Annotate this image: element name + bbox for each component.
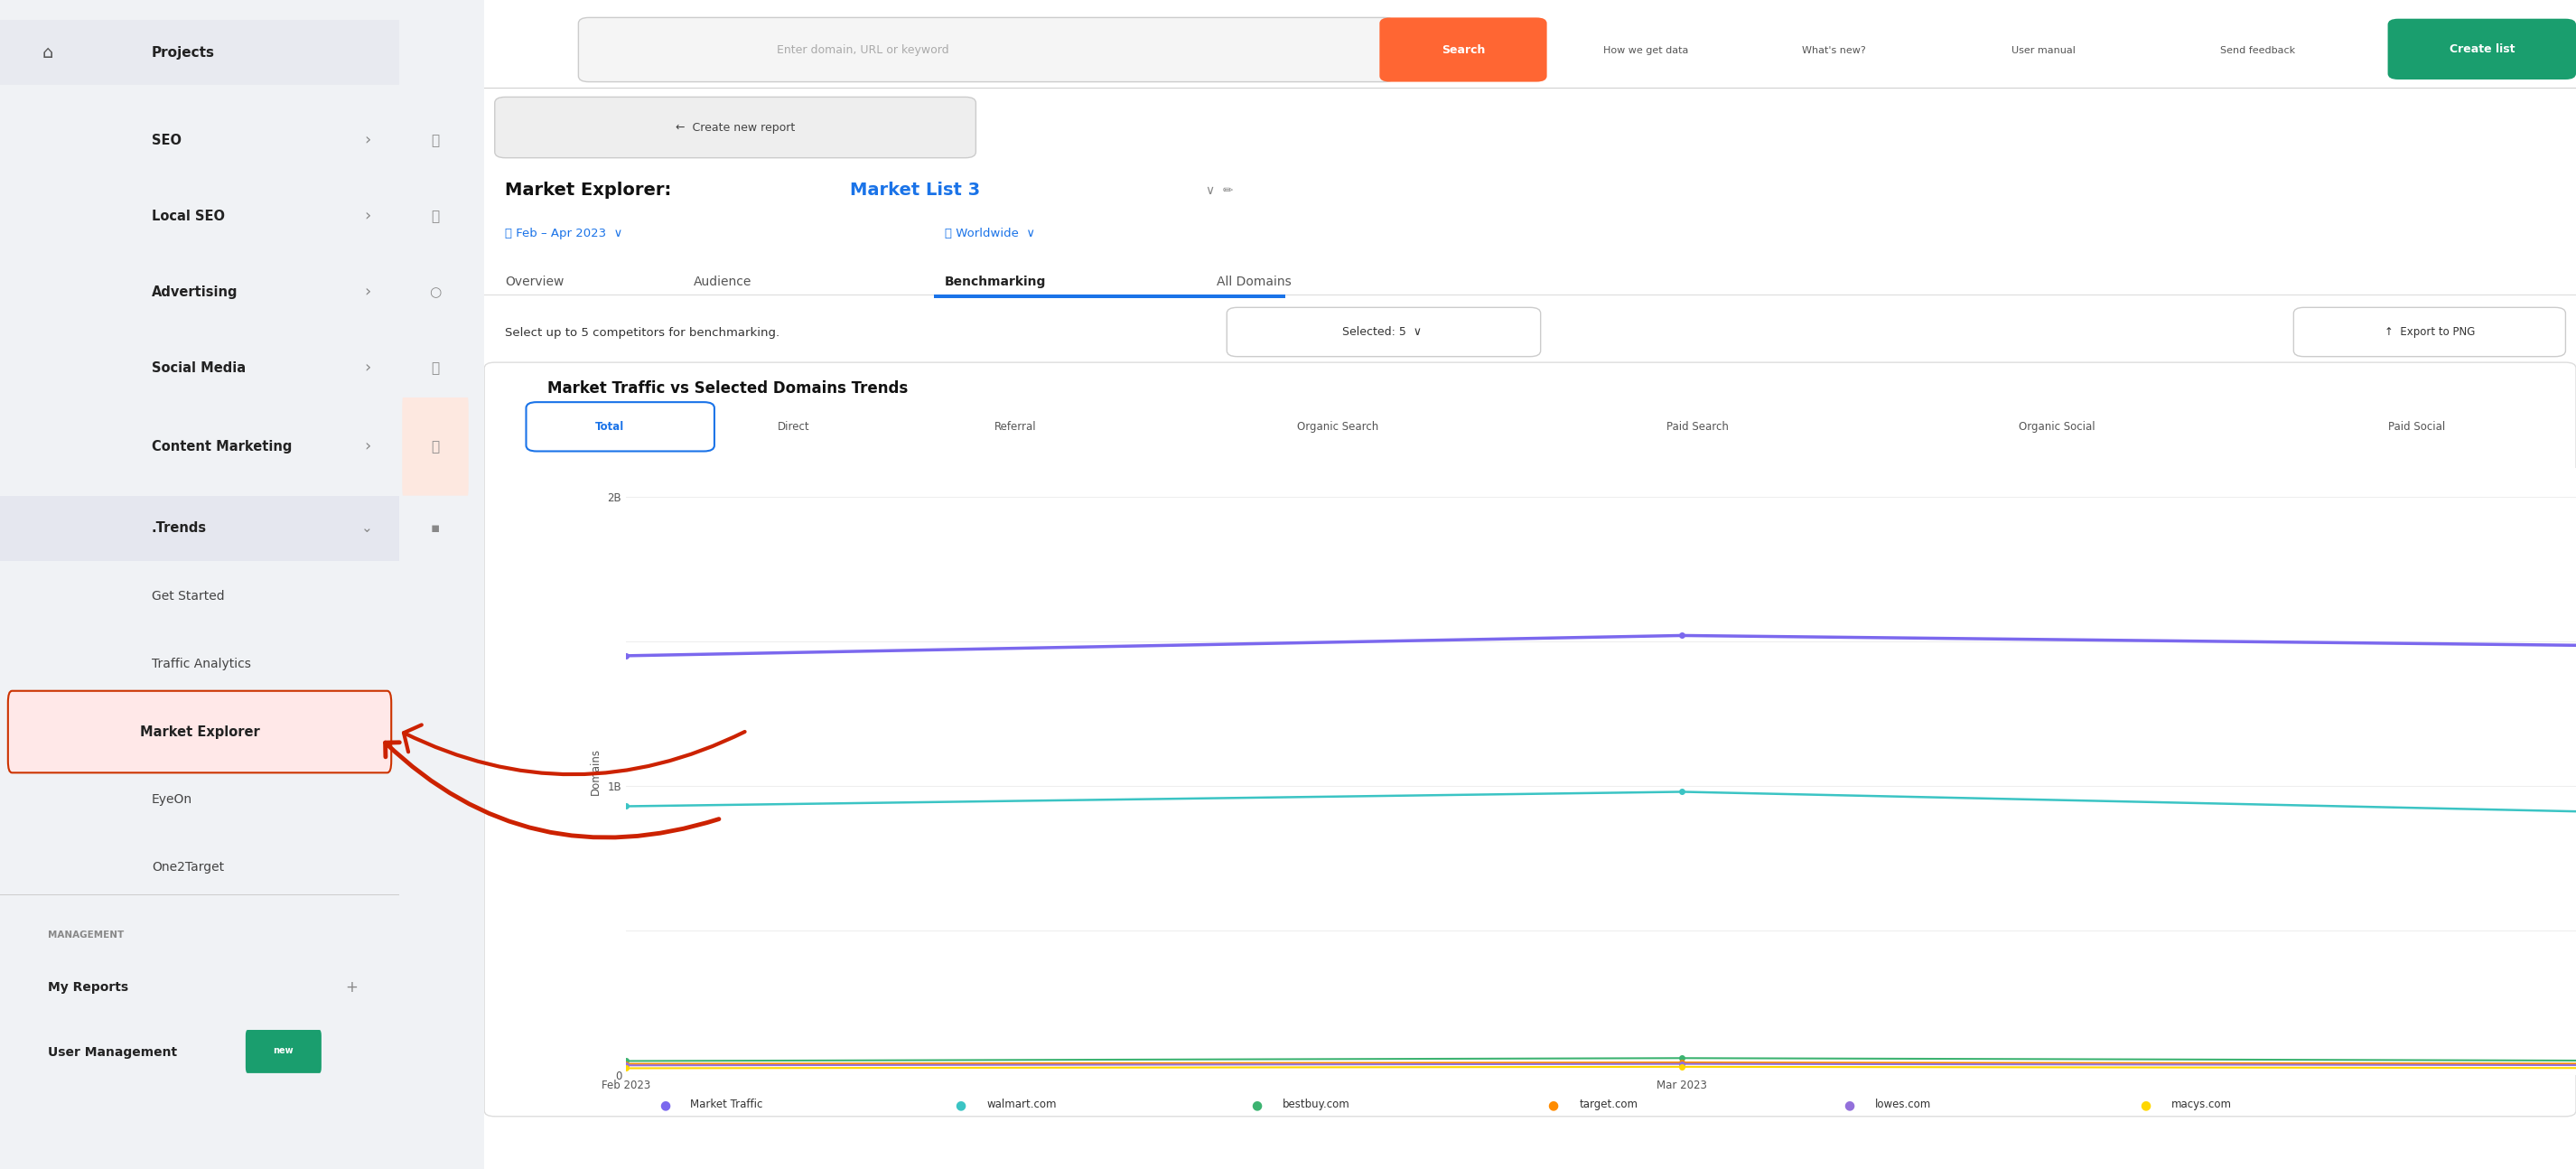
Text: Paid Social: Paid Social [2388,421,2445,433]
Text: 🔭: 🔭 [430,133,440,147]
Text: Organic Search: Organic Search [1296,421,1378,433]
Text: Search: Search [1443,44,1484,56]
FancyBboxPatch shape [1381,18,1546,82]
Text: Get Started: Get Started [152,590,224,602]
Text: macys.com: macys.com [2172,1099,2231,1111]
Text: Traffic Analytics: Traffic Analytics [152,658,250,670]
Text: ›: › [363,208,371,224]
Text: Market Traffic vs Selected Domains Trends: Market Traffic vs Selected Domains Trend… [546,380,907,396]
Text: Advertising: Advertising [152,285,237,299]
Text: Selected: 5  ∨: Selected: 5 ∨ [1342,326,1422,338]
Text: ›: › [363,360,371,376]
FancyBboxPatch shape [0,496,399,561]
Text: 📈: 📈 [430,440,440,454]
Text: ›: › [363,438,371,455]
Text: 📅 Feb – Apr 2023  ∨: 📅 Feb – Apr 2023 ∨ [505,228,623,240]
FancyBboxPatch shape [495,97,976,158]
Text: Market Explorer: Market Explorer [139,725,260,739]
Text: walmart.com: walmart.com [987,1099,1056,1111]
Text: ●: ● [2141,1099,2151,1111]
FancyBboxPatch shape [935,295,1285,298]
FancyBboxPatch shape [484,0,2576,88]
Text: My Reports: My Reports [49,982,129,994]
Text: Local SEO: Local SEO [152,209,224,223]
Text: Benchmarking: Benchmarking [945,276,1046,288]
Text: Projects: Projects [152,46,214,60]
Text: What's new?: What's new? [1803,46,1865,55]
Text: 📊: 📊 [430,209,440,223]
Text: SEO: SEO [152,133,180,147]
Text: ●: ● [1844,1099,1855,1111]
Text: Audience: Audience [693,276,752,288]
Text: One2Target: One2Target [152,862,224,873]
Text: Social Media: Social Media [152,361,245,375]
FancyBboxPatch shape [484,362,2576,1116]
Text: ○: ○ [430,285,440,299]
Text: ›: › [363,132,371,148]
Text: bestbuy.com: bestbuy.com [1283,1099,1350,1111]
Text: ⌄: ⌄ [361,521,374,535]
Text: 🌐 Worldwide  ∨: 🌐 Worldwide ∨ [945,228,1036,240]
Text: User manual: User manual [2012,46,2076,55]
Text: 🏆: 🏆 [430,361,440,375]
Text: Market Explorer:: Market Explorer: [505,182,672,199]
Text: Market Traffic: Market Traffic [690,1099,762,1111]
Text: ↑  Export to PNG: ↑ Export to PNG [2385,326,2476,338]
Text: Overview: Overview [505,276,564,288]
FancyBboxPatch shape [0,20,399,85]
Text: Referral: Referral [994,421,1036,433]
Text: ›: › [363,284,371,300]
FancyBboxPatch shape [8,691,392,773]
FancyBboxPatch shape [526,402,714,451]
Text: Organic Social: Organic Social [2020,421,2094,433]
Text: How we get data: How we get data [1602,46,1690,55]
Text: new: new [273,1046,294,1056]
Text: Send feedback: Send feedback [2221,46,2295,55]
Text: All Domains: All Domains [1216,276,1291,288]
Text: lowes.com: lowes.com [1875,1099,1932,1111]
Text: ▪: ▪ [430,521,440,535]
Text: User Management: User Management [49,1046,178,1058]
Text: Total: Total [595,421,623,433]
Text: Market List 3: Market List 3 [850,182,981,199]
Text: Direct: Direct [778,421,809,433]
Text: ●: ● [1252,1099,1262,1111]
Text: +: + [345,980,358,996]
Text: .Trends: .Trends [152,521,206,535]
Text: ←  Create new report: ← Create new report [675,122,796,133]
Text: Content Marketing: Content Marketing [152,440,291,454]
FancyBboxPatch shape [245,1030,322,1073]
FancyBboxPatch shape [402,397,469,496]
Text: target.com: target.com [1579,1099,1638,1111]
Text: Select up to 5 competitors for benchmarking.: Select up to 5 competitors for benchmark… [505,327,781,339]
Text: Create list: Create list [2450,43,2514,55]
Text: ∨  ✏: ∨ ✏ [1206,185,1234,196]
Text: ●: ● [659,1099,670,1111]
Text: MANAGEMENT: MANAGEMENT [49,931,124,940]
FancyBboxPatch shape [580,18,1394,82]
FancyBboxPatch shape [1226,307,1540,357]
FancyBboxPatch shape [2293,307,2566,357]
Y-axis label: Domains: Domains [590,748,600,795]
Text: ●: ● [956,1099,966,1111]
Text: Enter domain, URL or keyword: Enter domain, URL or keyword [778,44,951,56]
Text: Paid Search: Paid Search [1667,421,1728,433]
Text: EyeOn: EyeOn [152,794,193,805]
Text: ⌂: ⌂ [41,44,54,61]
Text: ●: ● [1548,1099,1558,1111]
FancyBboxPatch shape [484,89,2576,1169]
FancyBboxPatch shape [2388,19,2576,79]
